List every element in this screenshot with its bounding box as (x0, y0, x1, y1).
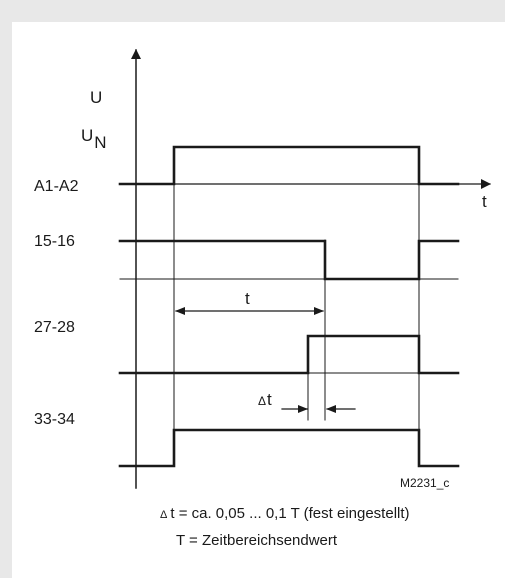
note-t-definition: T = Zeitbereichsendwert (176, 532, 338, 549)
figure-code: M2231_c (400, 476, 449, 490)
signal-label-33-34: 33-34 (34, 411, 75, 428)
diagram-panel (12, 22, 505, 578)
signal-label-15-16: 15-16 (34, 233, 75, 250)
waveform-a1-a2 (118, 145, 460, 186)
waveform-27-28 (118, 334, 460, 375)
axis-u-label: U (90, 88, 102, 107)
axis-un-subscript: N (94, 133, 106, 152)
signal-label-27-28: 27-28 (34, 319, 75, 336)
signal-label-a1-a2: A1-A2 (34, 178, 79, 195)
time-t-label: t (245, 289, 250, 308)
axis-un-label: UN (81, 126, 107, 152)
axis-t-label: t (482, 192, 487, 211)
delta-t-label: Δt (258, 390, 272, 409)
waveform-15-16 (118, 239, 460, 281)
waveform-33-34 (118, 428, 460, 468)
